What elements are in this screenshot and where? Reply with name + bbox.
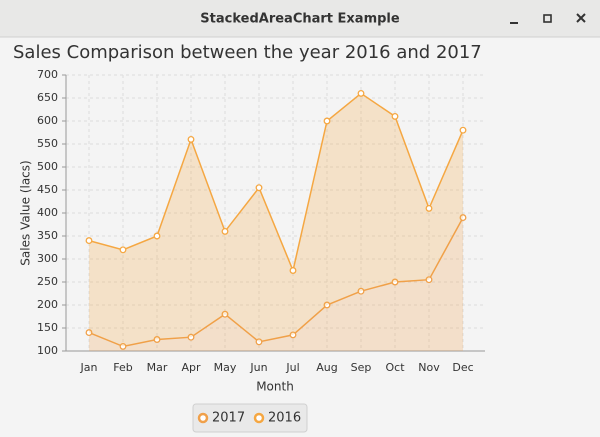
legend-symbol xyxy=(197,412,209,424)
series-line xyxy=(88,217,464,348)
x-tick-label: Apr xyxy=(181,361,201,374)
x-tick-label: Dec xyxy=(452,361,473,374)
data-point xyxy=(153,232,161,240)
legend-label: 2016 xyxy=(268,411,301,426)
data-point xyxy=(459,214,467,222)
x-tick-label: Jul xyxy=(285,361,299,374)
data-point xyxy=(323,301,331,309)
data-point xyxy=(153,336,161,343)
data-point xyxy=(391,278,399,286)
maximize-button[interactable] xyxy=(543,14,552,23)
y-tick-label: 650 xyxy=(37,91,58,104)
data-point xyxy=(187,135,195,143)
data-point xyxy=(119,342,127,350)
area xyxy=(89,93,463,347)
legend-label: 2017 xyxy=(212,411,245,426)
data-point xyxy=(289,331,297,339)
x-tick-label: Mar xyxy=(147,361,168,374)
x-tick-label: May xyxy=(214,361,237,374)
data-point xyxy=(221,310,229,318)
chart-title: Sales Comparison between the year 2016 a… xyxy=(13,42,482,63)
y-tick-label: 200 xyxy=(37,298,58,311)
data-point xyxy=(187,333,195,341)
data-point xyxy=(323,117,331,125)
y-tick-label: 150 xyxy=(37,321,58,334)
data-point xyxy=(119,246,127,254)
data-point xyxy=(289,267,297,274)
y-tick-label: 400 xyxy=(37,206,58,219)
legend xyxy=(192,403,308,433)
y-tick-label: 700 xyxy=(37,68,58,81)
data-point xyxy=(255,184,263,192)
y-axis-label: Sales Value (lacs) xyxy=(19,160,33,265)
data-point xyxy=(357,89,365,97)
x-tick-label: Oct xyxy=(385,361,405,374)
x-axis-label: Month xyxy=(256,380,294,394)
legend-symbol xyxy=(253,412,265,424)
close-button[interactable] xyxy=(576,13,586,23)
window-title: StackedAreaChart Example xyxy=(200,12,400,27)
y-tick-label: 500 xyxy=(37,160,58,173)
y-tick-label: 300 xyxy=(37,252,58,265)
data-point xyxy=(85,329,93,337)
y-tick-label: 100 xyxy=(37,344,58,357)
data-point xyxy=(357,287,365,295)
data-point xyxy=(459,126,467,134)
x-tick-label: Jun xyxy=(249,361,267,374)
x-tick-label: Jan xyxy=(80,361,98,374)
y-tick-label: 600 xyxy=(37,114,58,127)
x-tick-label: Sep xyxy=(351,361,372,374)
title-bar xyxy=(0,0,600,37)
x-tick-label: Feb xyxy=(113,361,132,374)
data-point xyxy=(391,112,399,120)
data-point xyxy=(255,338,263,346)
y-tick-label: 350 xyxy=(37,229,58,242)
data-point xyxy=(85,237,93,245)
y-tick-label: 250 xyxy=(37,275,58,288)
y-tick-label: 550 xyxy=(37,137,58,150)
x-tick-label: Nov xyxy=(418,361,440,374)
y-tick-label: 450 xyxy=(37,183,58,196)
data-point xyxy=(425,276,433,284)
area xyxy=(89,217,463,351)
data-point xyxy=(425,204,433,212)
series-line xyxy=(88,92,464,273)
data-point xyxy=(221,227,229,235)
x-tick-label: Aug xyxy=(316,361,337,374)
